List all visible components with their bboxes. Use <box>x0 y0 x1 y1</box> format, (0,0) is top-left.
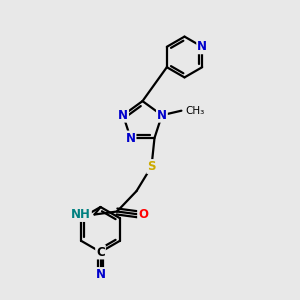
Text: S: S <box>147 160 156 173</box>
Text: N: N <box>157 109 167 122</box>
Text: N: N <box>118 109 128 122</box>
Text: C: C <box>96 245 105 259</box>
Text: CH₃: CH₃ <box>185 106 204 116</box>
Text: N: N <box>95 268 106 281</box>
Text: N: N <box>197 40 207 53</box>
Text: N: N <box>125 131 136 145</box>
Text: NH: NH <box>71 208 91 221</box>
Text: O: O <box>138 208 148 221</box>
